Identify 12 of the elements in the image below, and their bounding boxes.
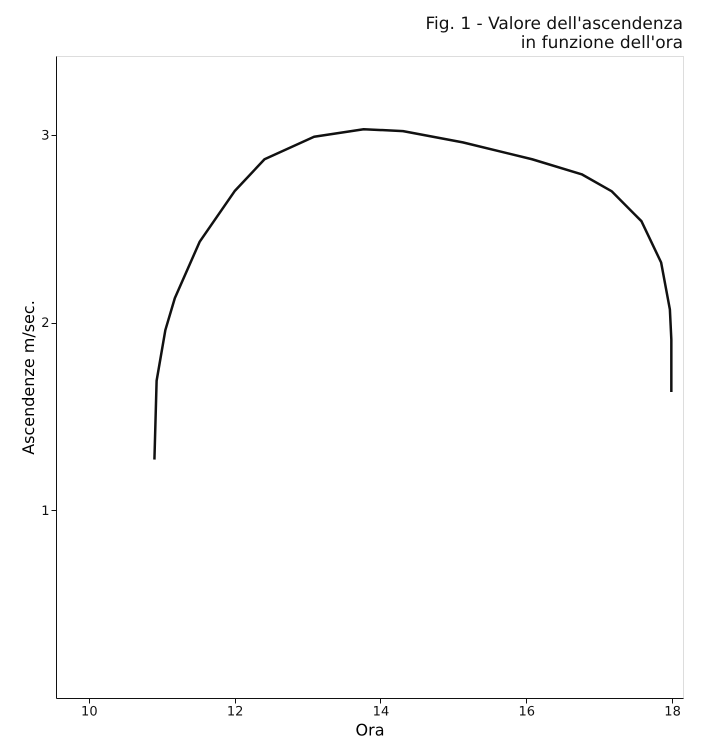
x-tick-label: 10 bbox=[81, 704, 98, 720]
chart-title: Fig. 1 - Valore dell'ascendenza in funzione dell'ora bbox=[425, 14, 683, 53]
x-tick-label: 18 bbox=[664, 704, 681, 720]
y-tick-label: 1 bbox=[41, 504, 50, 519]
y-axis-title: Ascendenze m/sec. bbox=[19, 300, 38, 455]
y-tick-label: 3 bbox=[41, 128, 50, 144]
x-tick-label: 14 bbox=[372, 704, 390, 720]
x-axis-title: Ora bbox=[356, 720, 384, 740]
line-series bbox=[153, 128, 673, 461]
x-tick-label: 16 bbox=[518, 704, 536, 720]
x-tick-label: 12 bbox=[226, 704, 244, 720]
y-tick-label: 2 bbox=[41, 316, 50, 332]
